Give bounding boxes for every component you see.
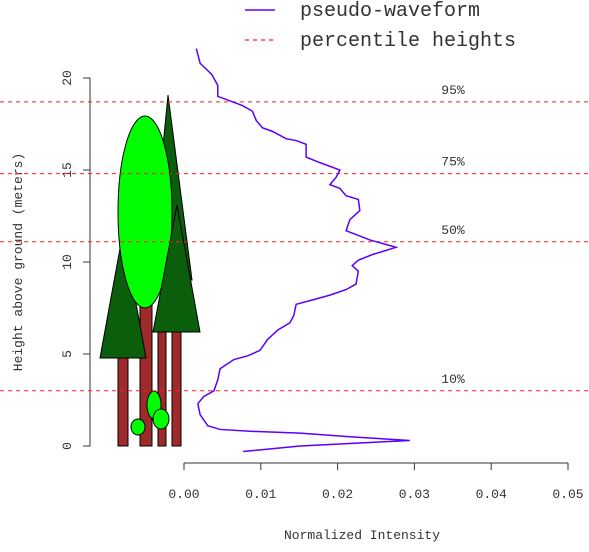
percentile-label: 10% — [441, 372, 465, 387]
x-tick-label: 0.01 — [245, 487, 276, 502]
chart: Normalized Intensity Height above ground… — [0, 0, 589, 552]
x-tick-label: 0.04 — [476, 487, 507, 502]
x-tick-label: 0.03 — [399, 487, 430, 502]
x-tick-label: 0.05 — [552, 487, 583, 502]
y-tick-label: 10 — [60, 254, 75, 270]
tree-illustration — [100, 95, 200, 446]
y-axis-label: Height above ground (meters) — [11, 153, 26, 371]
y-tick-label: 0 — [60, 442, 75, 450]
legend-label: percentile heights — [300, 30, 516, 53]
x-tick-label: 0.00 — [168, 487, 199, 502]
percentile-label: 95% — [441, 83, 465, 98]
legend-label: pseudo-waveform — [300, 0, 480, 23]
y-tick-label: 5 — [60, 350, 75, 358]
y-tick-label: 20 — [60, 70, 75, 86]
x-axis-label: Normalized Intensity — [284, 528, 440, 543]
percentile-label: 50% — [441, 223, 465, 238]
percentile-label: 75% — [441, 155, 465, 170]
y-tick-label: 15 — [60, 162, 75, 178]
x-tick-label: 0.02 — [322, 487, 353, 502]
